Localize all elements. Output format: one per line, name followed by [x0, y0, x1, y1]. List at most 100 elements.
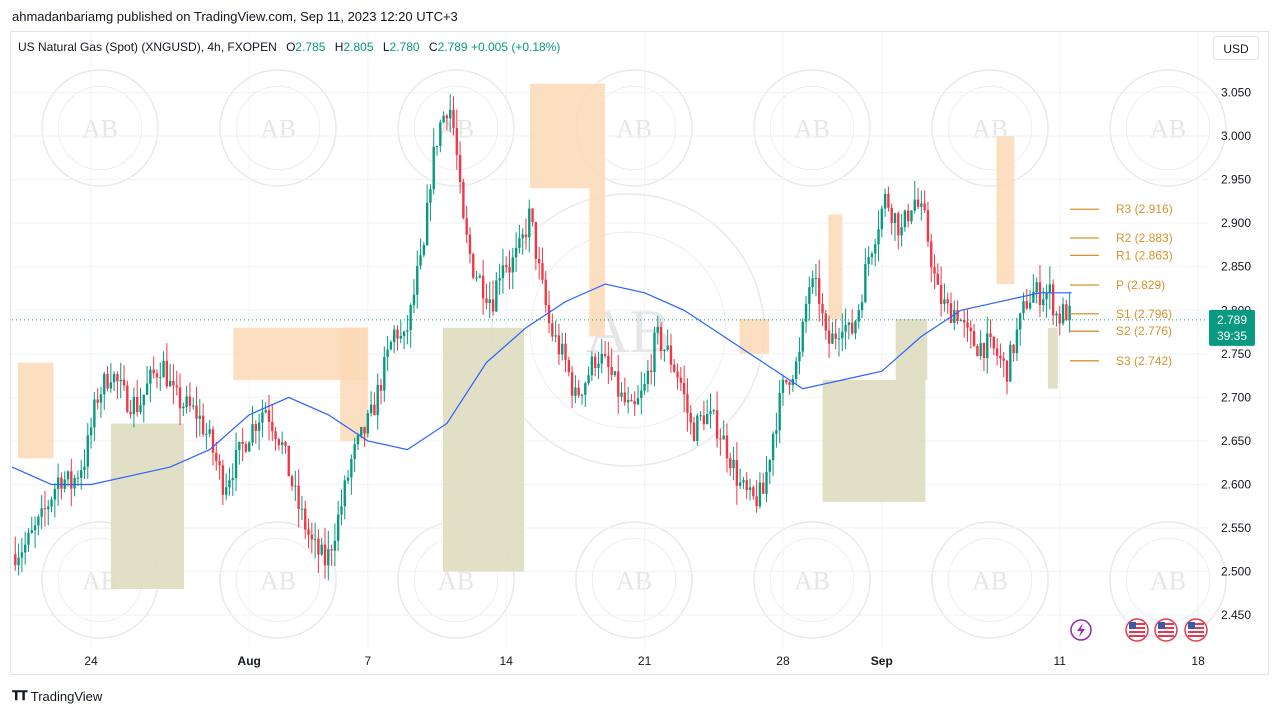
candle: [972, 323, 976, 347]
candle-body: [956, 309, 959, 322]
candle-body: [422, 244, 426, 256]
candle: [393, 325, 396, 354]
candle-body: [982, 343, 986, 359]
candle-body: [17, 557, 20, 566]
candle-body: [33, 525, 37, 531]
candle-body: [926, 210, 930, 242]
candle-body: [445, 115, 449, 119]
candle: [376, 373, 379, 430]
candle-body: [99, 394, 103, 403]
candle: [185, 385, 188, 414]
candle-body: [827, 330, 831, 344]
candle: [425, 184, 429, 247]
candle: [906, 203, 910, 228]
candle-body: [449, 109, 452, 119]
candle: [913, 181, 916, 214]
seal-outer-ring: [1109, 69, 1227, 187]
candle-body: [373, 404, 376, 416]
candle-body: [1009, 344, 1012, 382]
watermark-seal: AB: [575, 521, 693, 639]
candle-body: [933, 267, 936, 274]
candle-body: [554, 335, 557, 337]
candle: [1022, 292, 1025, 320]
candle: [874, 239, 877, 267]
candle: [689, 405, 692, 435]
high-value: 2.805: [343, 40, 374, 54]
candle: [139, 387, 142, 415]
candle: [468, 227, 472, 264]
candle: [1038, 265, 1042, 317]
candle: [336, 500, 340, 552]
candle-body: [215, 452, 218, 462]
candle: [745, 472, 748, 499]
seal-outer-ring: [931, 521, 1049, 639]
candle-body: [320, 544, 323, 555]
price-tick-label: 2.550: [1221, 521, 1251, 535]
candle: [590, 351, 594, 382]
candle: [528, 199, 531, 253]
candle: [541, 247, 544, 284]
candle-body: [340, 506, 343, 515]
candle: [333, 523, 337, 566]
candle-body: [936, 273, 940, 285]
candle-body: [244, 444, 248, 452]
candle-body: [432, 146, 435, 190]
candle-body: [409, 305, 412, 331]
candle: [936, 263, 940, 285]
seal-inner-ring: [769, 85, 855, 171]
candle: [1061, 297, 1065, 326]
candle: [1051, 279, 1055, 326]
footer-brand[interactable]: TradingView: [30, 688, 103, 704]
candle: [607, 341, 610, 385]
candle: [841, 313, 844, 352]
candle: [508, 250, 511, 290]
candle: [43, 490, 47, 527]
candle-body: [1055, 313, 1058, 316]
candle-body: [528, 208, 531, 238]
candle: [96, 388, 99, 410]
candle-body: [814, 278, 818, 280]
candle-body: [890, 207, 893, 223]
candle-body: [679, 377, 683, 383]
candle: [383, 346, 386, 402]
candle: [564, 332, 567, 373]
candle-body: [656, 326, 659, 333]
candle-body: [304, 508, 307, 530]
candle-body: [132, 396, 136, 415]
candle: [600, 338, 603, 374]
candle: [613, 370, 617, 377]
candle-body: [762, 482, 765, 494]
candle: [557, 323, 561, 366]
candle-body: [584, 383, 587, 395]
candle-body: [1068, 305, 1071, 320]
currency-button[interactable]: USD: [1213, 36, 1259, 60]
moving-average-layer: [11, 283, 1072, 486]
candle: [877, 210, 880, 262]
supply-zone: [739, 318, 770, 354]
candle-body: [706, 413, 709, 425]
candle-body: [752, 487, 755, 497]
candle: [808, 276, 811, 321]
candle-body: [804, 303, 808, 322]
candle-body: [818, 278, 821, 305]
candle-body: [518, 238, 521, 248]
candle-body: [393, 329, 396, 343]
candle: [66, 470, 70, 487]
candle-body: [686, 394, 689, 413]
candle-body: [887, 193, 890, 208]
candle: [511, 247, 514, 290]
candle-body: [771, 433, 775, 461]
candle-body: [218, 461, 221, 466]
candle-body: [663, 349, 666, 352]
price-change: +0.005 (+0.18%): [470, 40, 561, 54]
candle-body: [646, 370, 650, 384]
candle: [963, 309, 966, 338]
candle-body: [297, 485, 300, 510]
candle-body: [419, 255, 422, 266]
candle: [640, 371, 643, 415]
candle-body: [794, 361, 798, 380]
seal-inner-ring: [947, 85, 1033, 171]
candle: [762, 472, 765, 495]
candle-body: [86, 435, 89, 467]
